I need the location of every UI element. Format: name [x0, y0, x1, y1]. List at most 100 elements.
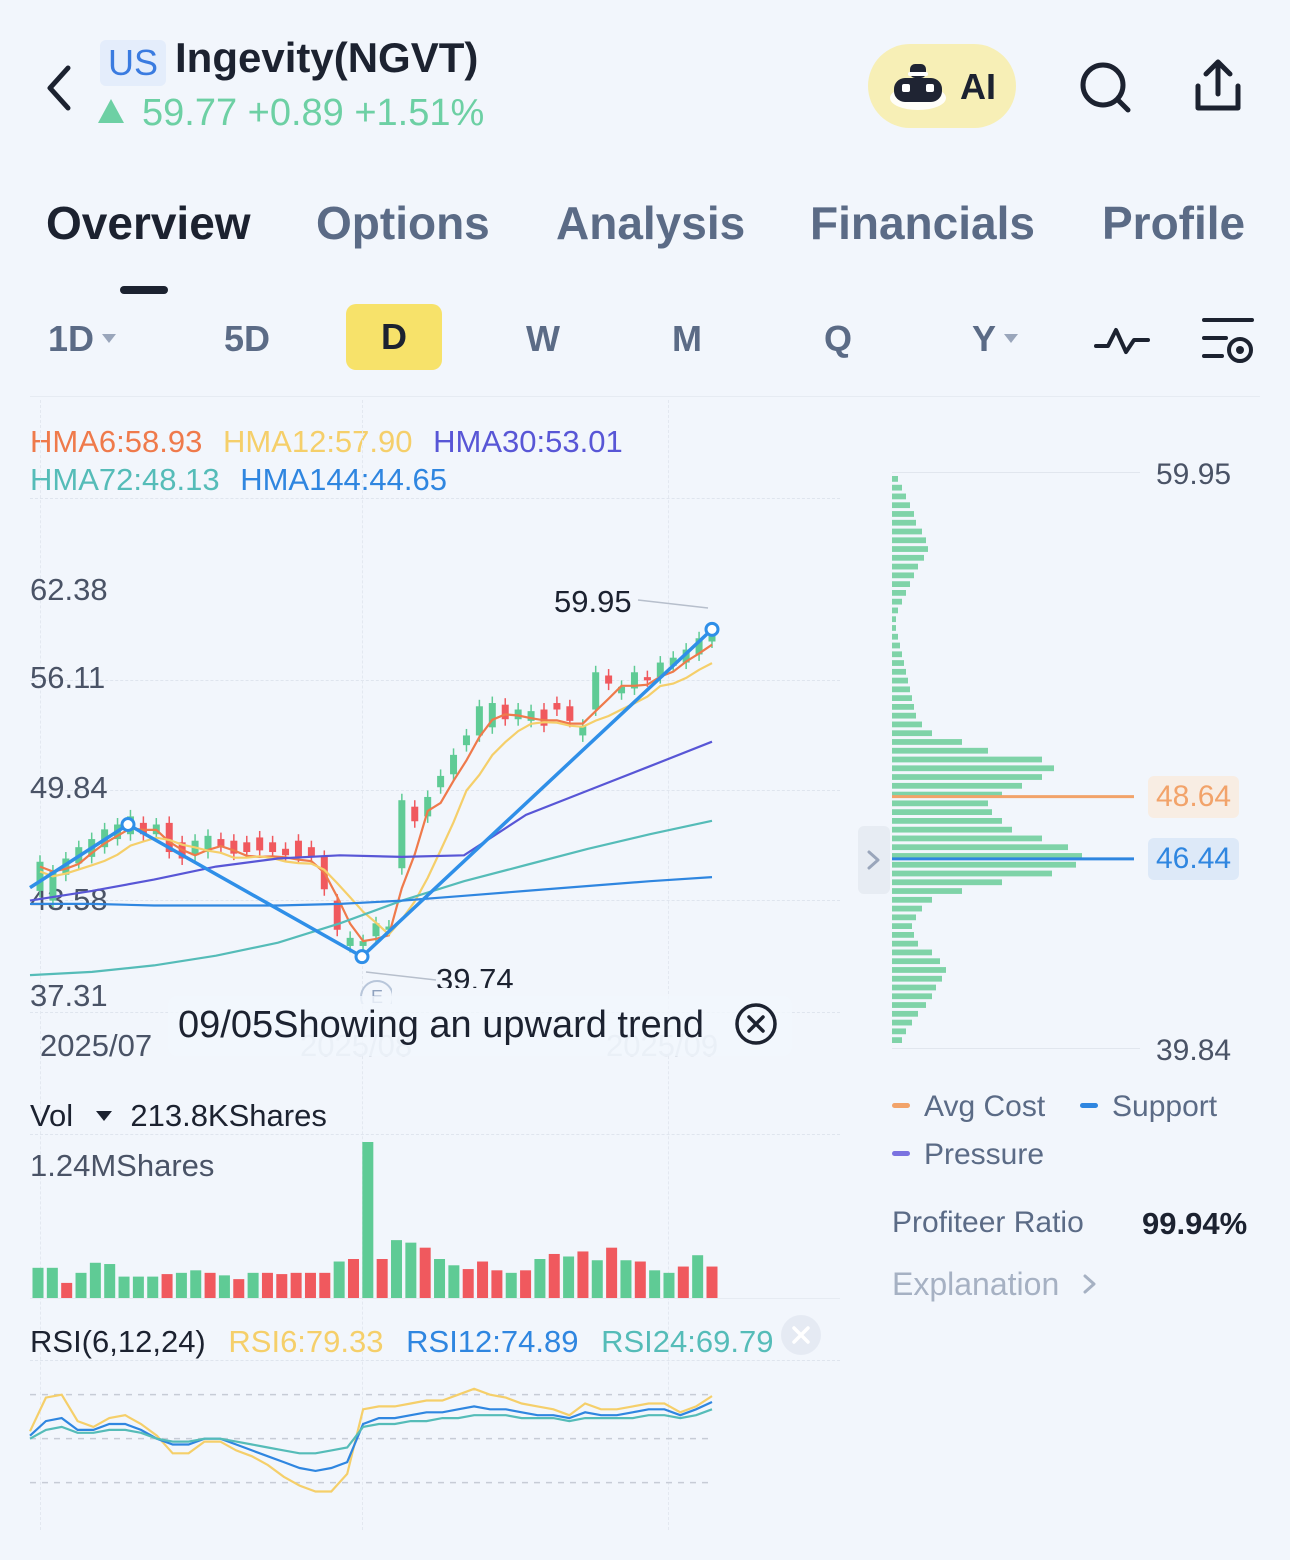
period-1d[interactable]: 1D	[48, 318, 117, 360]
tab-financials[interactable]: Financials	[810, 197, 1035, 249]
period-5d[interactable]: 5D	[224, 318, 271, 359]
candle-body	[553, 703, 561, 710]
volume-bar	[520, 1270, 532, 1298]
period-w[interactable]: W	[526, 318, 560, 359]
volume-bar	[419, 1247, 431, 1298]
divider	[30, 396, 1260, 397]
distribution-bar	[892, 563, 918, 570]
volume-bar	[663, 1272, 675, 1298]
tab-analysis[interactable]: Analysis	[556, 197, 746, 249]
distribution-bar	[892, 502, 910, 509]
rsi-label: RSI(6,12,24)	[30, 1324, 206, 1359]
volume-bar	[32, 1267, 44, 1298]
candle-body	[682, 649, 690, 663]
distribution-bar	[892, 668, 906, 675]
candle-body	[605, 675, 613, 684]
quote-text: 59.77 +0.89 +1.51%	[142, 92, 485, 134]
distribution-bar	[892, 870, 1052, 877]
rsi24-value: RSI24:69.79	[601, 1324, 774, 1359]
distribution-bar	[892, 782, 1022, 789]
chevron-right-icon	[1083, 1274, 1096, 1294]
indicator-wave-icon[interactable]	[1094, 320, 1150, 360]
ai-button[interactable]: AI	[868, 44, 1016, 128]
volume-bar	[491, 1270, 503, 1298]
volume-bar	[104, 1264, 116, 1298]
chart-settings-icon[interactable]	[1200, 314, 1256, 366]
volume-bar	[233, 1279, 245, 1298]
period-y[interactable]: Y	[972, 318, 1019, 360]
rsi6-line	[29, 1387, 713, 1493]
pressure-swatch	[892, 1151, 910, 1156]
avg-cost-swatch	[892, 1103, 910, 1108]
price-axis-label: 37.31	[30, 978, 108, 1013]
distribution-bar	[892, 888, 962, 894]
distribution-bar	[892, 642, 900, 649]
dist-legend-support: Support	[1080, 1090, 1217, 1124]
close-icon[interactable]	[780, 1314, 822, 1356]
grid-line	[892, 472, 1140, 473]
chip-distribution-chart	[892, 476, 1134, 1043]
distribution-bar	[892, 975, 942, 982]
candlestick-chart[interactable]	[0, 0, 860, 1090]
volume-bar	[161, 1274, 173, 1298]
candle-body	[204, 835, 212, 853]
volume-bar	[175, 1272, 187, 1298]
tab-options[interactable]: Options	[316, 197, 490, 249]
candle-body	[527, 711, 535, 721]
candle-body	[282, 848, 290, 856]
distribution-bar	[892, 826, 1012, 833]
close-icon[interactable]	[734, 1002, 778, 1046]
tab-profile[interactable]: Profile	[1102, 197, 1246, 249]
candle-body	[36, 861, 44, 891]
grid-vline	[668, 400, 669, 1530]
volume-bar	[118, 1276, 130, 1298]
volume-bar	[276, 1274, 288, 1298]
volume-bar	[319, 1272, 331, 1298]
volume-bar	[218, 1275, 230, 1298]
grid-vline	[362, 400, 363, 1530]
hma6-line	[39, 643, 713, 943]
distribution-bar	[892, 554, 924, 561]
share-icon[interactable]	[1190, 56, 1246, 116]
volume-header[interactable]: Vol 213.8KShares	[30, 1098, 327, 1134]
distribution-bar	[892, 861, 1076, 868]
volume-bar	[591, 1260, 603, 1298]
candle-body	[656, 662, 664, 678]
distribution-bar	[892, 774, 1042, 780]
distribution-bar	[892, 598, 902, 605]
volume-bar	[290, 1272, 302, 1298]
volume-max-label: 1.24MShares	[30, 1148, 215, 1183]
tab-overview[interactable]: Overview	[46, 197, 251, 249]
candle-body	[385, 926, 393, 930]
distribution-bar	[892, 695, 912, 701]
volume-bar	[706, 1266, 718, 1298]
candle-body	[346, 937, 354, 946]
support-swatch	[1080, 1103, 1098, 1108]
back-arrow-icon[interactable]	[38, 58, 82, 118]
period-d[interactable]: D	[346, 304, 442, 370]
distribution-bar	[892, 756, 1042, 763]
volume-bar	[147, 1276, 159, 1298]
period-m[interactable]: M	[672, 318, 702, 359]
candle-body	[501, 704, 509, 720]
distribution-bar	[892, 528, 922, 535]
hma30-line	[29, 740, 713, 902]
explanation-link[interactable]: Explanation	[892, 1266, 1102, 1303]
hma6-value: HMA6:58.93	[30, 424, 203, 459]
period-q[interactable]: Q	[824, 318, 853, 359]
distribution-bar	[892, 730, 932, 737]
volume-bar	[534, 1259, 546, 1298]
candle-body	[462, 735, 470, 746]
candle-body	[630, 672, 638, 689]
price-quote: 59.77 +0.89 +1.51%	[98, 92, 484, 135]
distribution-bar	[892, 844, 1068, 851]
volume-bar	[132, 1276, 144, 1298]
expand-panel-button[interactable]	[858, 826, 890, 894]
candle-body	[230, 840, 238, 854]
distribution-bar	[892, 747, 988, 754]
candle-body	[256, 837, 264, 851]
distribution-bar	[892, 940, 918, 947]
distribution-bar	[892, 905, 922, 912]
search-icon[interactable]	[1078, 60, 1134, 116]
volume-label: Vol	[30, 1098, 74, 1133]
